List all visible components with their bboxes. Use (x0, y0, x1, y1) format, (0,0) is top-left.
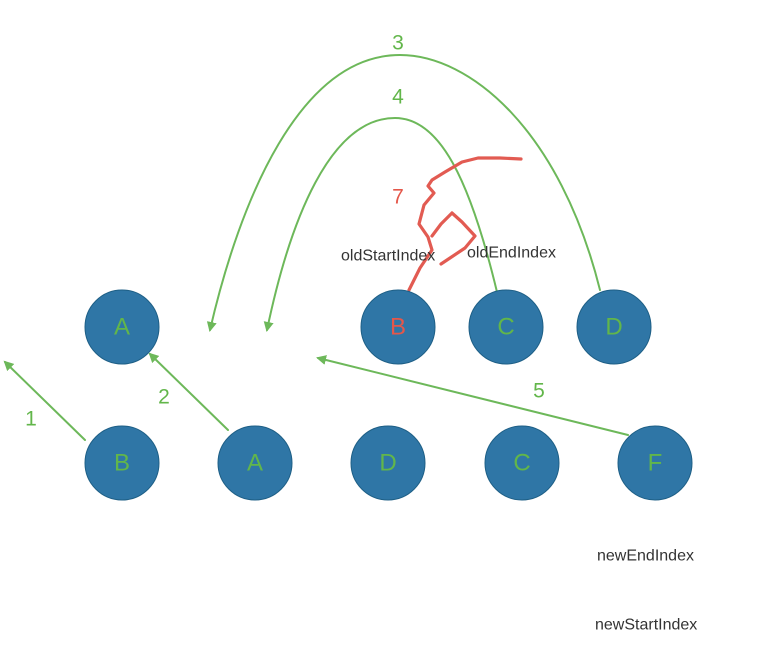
old-node: C (468, 289, 544, 365)
new-node-circle (217, 425, 293, 501)
step-label-2: 2 (158, 386, 170, 409)
new-node: C (484, 425, 560, 501)
step-label-3: 3 (392, 32, 404, 55)
step-5-arrow (316, 355, 629, 436)
old-node-label: D (605, 314, 622, 341)
step-label-4: 4 (392, 86, 404, 109)
move-arrows (3, 53, 629, 441)
new-node-label: A (247, 450, 263, 477)
new-node: D (350, 425, 426, 501)
new-node: A (217, 425, 293, 501)
new-node-label: B (114, 450, 130, 477)
old-end-index-label: oldEndIndex (467, 245, 556, 262)
new-node-circle (484, 425, 560, 501)
new-node: F (617, 425, 693, 501)
new-node-circle (84, 425, 160, 501)
new-start-index-label: newStartIndex (595, 617, 697, 634)
old-start-index-label: oldStartIndex (341, 248, 435, 265)
step-3-arrow (206, 53, 601, 332)
old-node-label: A (114, 314, 130, 341)
step-label-1: 1 (25, 408, 37, 431)
new-node-circle (617, 425, 693, 501)
step-1-arrow (3, 360, 86, 441)
step-label-7: 7 (392, 186, 404, 209)
old-node-label: B (390, 314, 406, 341)
step-2-arrow (148, 352, 229, 431)
new-children-row: B A D C F (84, 425, 693, 501)
move-scribble (407, 156, 523, 292)
old-node-circle (468, 289, 544, 365)
new-node: B (84, 425, 160, 501)
new-end-index-label: newEndIndex (597, 548, 694, 565)
old-node: D (576, 289, 652, 365)
new-node-label: D (379, 450, 396, 477)
new-node-circle (350, 425, 426, 501)
step-4-arrow (263, 116, 498, 332)
step-label-5: 5 (533, 380, 545, 403)
old-node-label: C (497, 314, 514, 341)
new-node-label: C (513, 450, 530, 477)
old-node-circle (360, 289, 436, 365)
old-node: A (84, 289, 160, 365)
step-labels: 1 2 3 4 5 7 (25, 32, 545, 431)
old-node-circle (84, 289, 160, 365)
new-node-label: F (648, 450, 663, 477)
old-children-row: A B C D (84, 289, 652, 365)
old-node: B (360, 289, 436, 365)
old-node-circle (576, 289, 652, 365)
pointer-labels: oldStartIndex oldEndIndex newEndIndex ne… (341, 245, 697, 634)
